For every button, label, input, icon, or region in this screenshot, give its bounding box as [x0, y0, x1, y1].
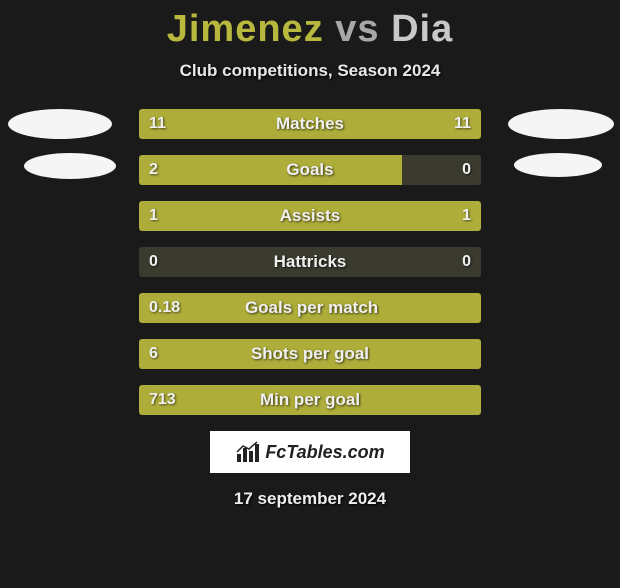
player1-photo-placeholder-1 — [8, 109, 112, 139]
player1-photo-placeholder-2 — [24, 153, 116, 179]
brand-text: FcTables.com — [265, 442, 384, 463]
stat-value-left: 0 — [139, 253, 187, 271]
stat-value-left: 11 — [139, 115, 187, 133]
stat-row: 11Matches11 — [139, 109, 481, 139]
stat-value-right: 0 — [433, 253, 481, 271]
player2-photo-placeholder-2 — [514, 153, 602, 177]
stat-label-wrap: 0Hattricks0 — [139, 247, 481, 277]
stat-name: Goals per match — [190, 298, 433, 318]
stat-name: Min per goal — [187, 390, 433, 410]
stats-bars: 11Matches112Goals01Assists10Hattricks00.… — [139, 109, 481, 415]
player2-photo-placeholder-1 — [508, 109, 614, 139]
stat-row: 1Assists1 — [139, 201, 481, 231]
stat-value-right: 11 — [433, 115, 481, 133]
stat-value-left: 2 — [139, 161, 187, 179]
stat-row: 2Goals0 — [139, 155, 481, 185]
stat-name: Hattricks — [187, 252, 433, 272]
stat-name: Assists — [187, 206, 433, 226]
stat-label-wrap: 2Goals0 — [139, 155, 481, 185]
stat-value-left: 713 — [139, 391, 187, 409]
stat-row: 713Min per goal — [139, 385, 481, 415]
stat-row: 0Hattricks0 — [139, 247, 481, 277]
page-title: Jimenez vs Dia — [0, 8, 620, 51]
stat-label-wrap: 11Matches11 — [139, 109, 481, 139]
stat-label-wrap: 6Shots per goal — [139, 339, 481, 369]
stat-name: Matches — [187, 114, 433, 134]
brand-box: FcTables.com — [210, 431, 410, 473]
comparison-content: 11Matches112Goals01Assists10Hattricks00.… — [0, 109, 620, 415]
stat-value-right: 1 — [433, 207, 481, 225]
stat-label-wrap: 1Assists1 — [139, 201, 481, 231]
stat-value-right: 0 — [433, 161, 481, 179]
brand-chart-icon — [235, 440, 263, 464]
subtitle: Club competitions, Season 2024 — [0, 61, 620, 81]
stat-label-wrap: 0.18Goals per match — [139, 293, 481, 323]
stat-label-wrap: 713Min per goal — [139, 385, 481, 415]
title-player1: Jimenez — [167, 8, 324, 50]
date-line: 17 september 2024 — [0, 489, 620, 509]
stat-name: Shots per goal — [187, 344, 433, 364]
stat-value-left: 1 — [139, 207, 187, 225]
stat-value-left: 6 — [139, 345, 187, 363]
title-player2: Dia — [391, 8, 453, 50]
stat-name: Goals — [187, 160, 433, 180]
title-vs: vs — [335, 8, 379, 50]
stat-row: 6Shots per goal — [139, 339, 481, 369]
stat-value-left: 0.18 — [139, 299, 190, 317]
stat-row: 0.18Goals per match — [139, 293, 481, 323]
